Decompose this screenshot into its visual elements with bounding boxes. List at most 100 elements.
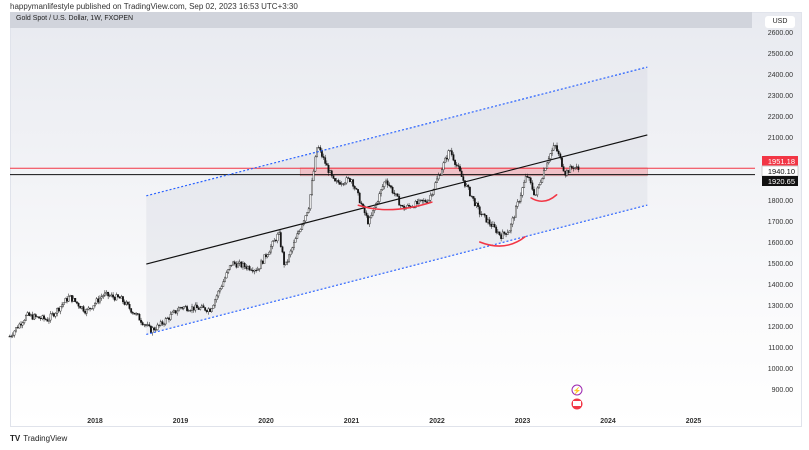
candle <box>66 298 68 302</box>
candle <box>569 166 572 173</box>
candle <box>495 226 498 233</box>
candle <box>475 202 478 206</box>
y-tick-label: 1200.00 <box>768 324 793 331</box>
candle <box>151 327 154 333</box>
symbol-title: Gold Spot / U.S. Dollar, 1W, FXOPEN <box>16 15 134 22</box>
candle <box>168 317 170 320</box>
candle <box>385 180 387 183</box>
channel-mid-line <box>146 134 648 265</box>
candle <box>54 313 57 317</box>
candle <box>460 170 463 177</box>
candle <box>209 308 211 312</box>
candle <box>480 213 483 216</box>
chart-area[interactable] <box>10 12 802 427</box>
candle <box>462 176 465 181</box>
candle <box>288 254 290 263</box>
footer: TV TradingView <box>10 434 67 443</box>
candle <box>353 186 356 189</box>
candle <box>21 322 24 326</box>
candle <box>542 170 545 179</box>
candle <box>506 232 509 235</box>
candle <box>383 181 386 187</box>
candle <box>523 181 526 188</box>
candle <box>28 312 31 316</box>
candle <box>557 150 560 155</box>
candle <box>339 182 341 185</box>
candle <box>348 177 351 182</box>
candle <box>293 242 295 248</box>
candle <box>490 224 493 227</box>
candle <box>487 219 489 223</box>
candle <box>176 310 179 314</box>
candle <box>233 261 236 264</box>
candle <box>84 311 87 314</box>
candle <box>225 272 228 279</box>
candle <box>281 246 284 253</box>
candle <box>355 188 358 190</box>
candle <box>376 201 379 204</box>
candle <box>125 301 128 305</box>
candle <box>337 180 340 183</box>
candle <box>454 159 456 165</box>
candle <box>482 213 484 216</box>
candle <box>59 306 62 312</box>
candle <box>367 215 369 225</box>
candle <box>396 193 399 197</box>
candle <box>521 187 524 196</box>
candle <box>205 310 208 312</box>
x-tick-label: 2019 <box>173 418 189 425</box>
candle <box>399 204 402 206</box>
currency-button[interactable]: USD <box>765 16 795 28</box>
candle <box>74 297 77 302</box>
candle <box>325 163 328 166</box>
candle <box>36 316 39 318</box>
candle <box>238 261 241 264</box>
candle <box>16 327 19 329</box>
candle <box>511 217 514 225</box>
candle <box>311 180 313 195</box>
candle <box>526 176 529 178</box>
candle <box>141 322 144 326</box>
candle <box>72 297 75 302</box>
price-label-box <box>762 156 798 166</box>
candle <box>551 149 553 154</box>
candle <box>158 324 161 326</box>
x-tick-label: 2021 <box>344 418 360 425</box>
candle <box>432 188 435 195</box>
candle <box>99 297 101 303</box>
candle <box>378 193 381 202</box>
y-tick-label: 900.00 <box>772 387 794 394</box>
y-tick-label: 2500.00 <box>768 51 793 58</box>
candle <box>284 261 287 265</box>
candle <box>562 166 565 172</box>
candle <box>332 175 335 179</box>
candle <box>265 254 267 257</box>
candle <box>457 165 460 167</box>
candle <box>294 238 297 243</box>
candle <box>25 315 27 321</box>
candle <box>393 192 396 195</box>
candle <box>56 308 59 314</box>
candle <box>467 184 470 188</box>
candle <box>117 294 119 298</box>
candle <box>110 294 113 296</box>
candle <box>97 298 100 303</box>
candle <box>276 233 279 242</box>
candle <box>57 308 60 312</box>
candle <box>100 296 103 299</box>
y-tick-label: 1600.00 <box>768 240 793 247</box>
candle <box>120 296 123 299</box>
candle <box>200 305 203 308</box>
candle <box>204 307 207 311</box>
candle <box>464 180 466 187</box>
candle <box>505 233 507 235</box>
candle <box>61 304 64 307</box>
candle <box>256 269 259 271</box>
candle <box>39 318 42 320</box>
candle <box>534 194 537 196</box>
x-tick-label: 2018 <box>87 418 103 425</box>
candle <box>421 199 424 202</box>
candle <box>64 298 67 304</box>
candle <box>541 178 544 183</box>
